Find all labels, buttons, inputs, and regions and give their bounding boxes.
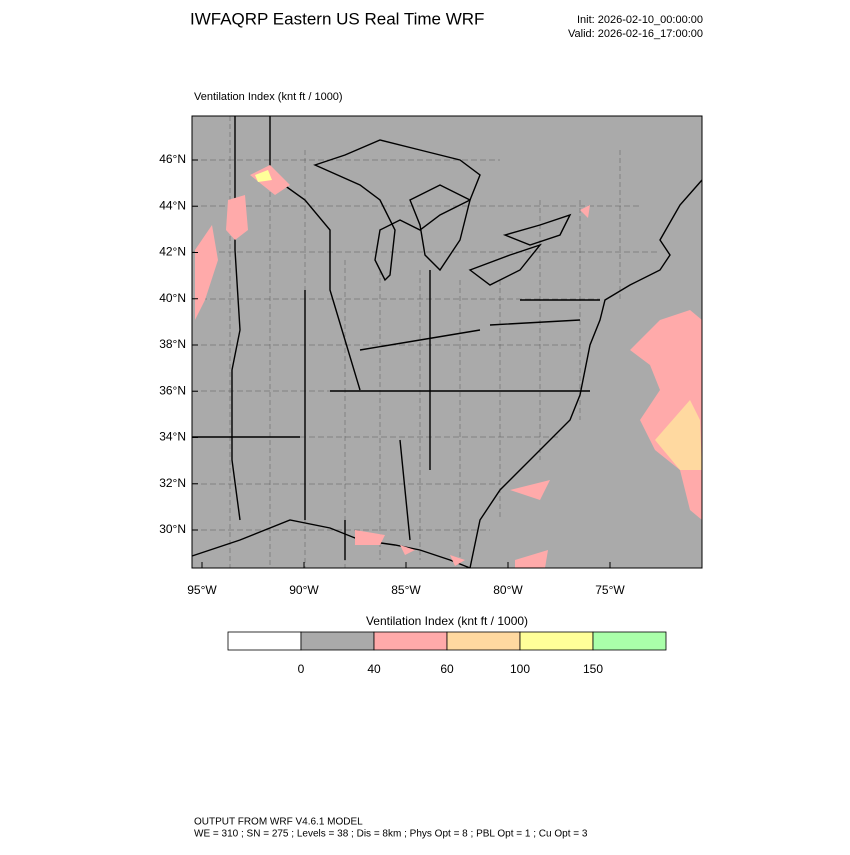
lon-label: 90°W — [289, 583, 319, 597]
lat-label: 46°N — [159, 152, 186, 166]
colorbar-box — [373, 631, 448, 651]
title: IWFAQRP Eastern US Real Time WRF — [190, 9, 484, 28]
lat-label: 32°N — [159, 476, 186, 490]
boundaries — [191, 116, 703, 569]
field-label: Ventilation Index (knt ft / 1000) — [194, 91, 343, 103]
colorbar-box — [446, 631, 521, 651]
map-frame — [191, 115, 703, 569]
footer-line: OUTPUT FROM WRF V4.6.1 MODEL — [194, 817, 363, 828]
lat-label: 44°N — [159, 198, 186, 212]
colorbar-label: 100 — [510, 662, 530, 676]
lat-label: 42°N — [159, 245, 186, 259]
colorbar-label: 60 — [440, 662, 454, 676]
index-shading-top — [255, 170, 272, 182]
lat-label: 34°N — [159, 430, 186, 444]
colorbar-box — [519, 631, 594, 651]
lat-axis: 46°N 44°N 42°N 40°N 38°N 36°N 34°N 32°N 30°N — [159, 152, 198, 536]
colorbar-box — [227, 631, 302, 651]
lat-label: 40°N — [159, 291, 186, 305]
valid-time: Valid: 2026-02-16_17:00:00 — [568, 28, 703, 40]
init-time: Init: 2026-02-10_00:00:00 — [577, 14, 703, 26]
colorbar-label: 150 — [583, 662, 603, 676]
lon-label: 95°W — [187, 583, 217, 597]
colorbar-title: Ventilation Index (knt ft / 1000) — [366, 614, 528, 628]
colorbar-label: 0 — [298, 662, 305, 676]
colorbar-box — [592, 631, 667, 651]
lon-label: 75°W — [595, 583, 625, 597]
lon-label: 85°W — [391, 583, 421, 597]
lat-label: 36°N — [159, 383, 186, 397]
colorbar-box — [300, 631, 375, 651]
lon-axis: 95°W 90°W 85°W 80°W 75°W — [187, 562, 625, 597]
colorbar-label: 40 — [367, 662, 381, 676]
index-shading-high — [655, 400, 702, 470]
map: 46°N 44°N 42°N 40°N 38°N 36°N 34°N 32°N 30°N 95°… — [159, 115, 703, 597]
lat-label: 38°N — [159, 337, 186, 351]
lat-label: 30°N — [159, 522, 186, 536]
lon-label: 80°W — [493, 583, 523, 597]
footer-line: WE = 310 ; SN = 275 ; Levels = 38 ; Dis … — [194, 829, 588, 840]
colorbar: 0 40 60 100 150 — [227, 631, 667, 676]
